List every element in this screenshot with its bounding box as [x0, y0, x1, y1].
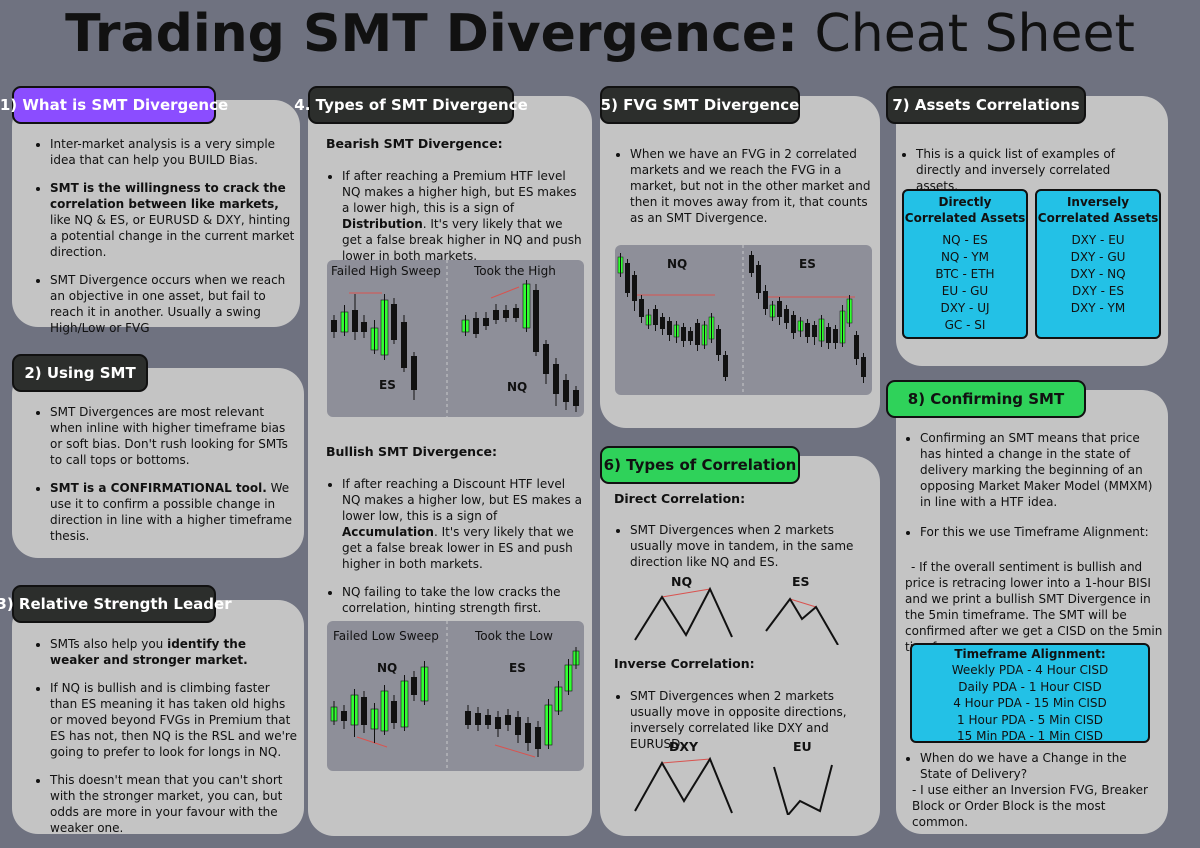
section-2-p1: SMT Divergences are most relevant when i… [50, 404, 298, 468]
direct-label-es: ES [792, 574, 810, 589]
fvg-candles [617, 251, 866, 383]
chart2-left-label: NQ [377, 661, 398, 675]
direct-correlation-text: SMT Divergences when 2 markets usually m… [614, 522, 870, 582]
bullish-chart: Failed Low Sweep Took the Low NQ ES [327, 621, 584, 771]
section-3-p2: If NQ is bullish and is climbing faster … [50, 680, 298, 760]
section-8-text: Confirming an SMT means that price has h… [904, 430, 1160, 554]
section-3-header: 3) Relative Strength Leader [0, 585, 232, 623]
inverse-correlation-diagram [634, 756, 833, 815]
section-1-text: Inter-market analysis is a very simple i… [34, 136, 296, 348]
title-light: Cheat Sheet [814, 4, 1135, 64]
inversely-correlated-box: Inversely Correlated Assets DXY - EU DXY… [1035, 189, 1161, 339]
section-8-p3: - If the overall sentiment is bullish an… [905, 560, 1163, 654]
section-3-p1: SMTs also help you identify the weaker a… [50, 636, 298, 668]
section-8-header: 8) Confirming SMT [886, 380, 1086, 418]
direct-item: NQ - ES [942, 233, 988, 247]
direct-item: EU - GU [941, 284, 989, 298]
tf-item: 15 Min PDA - 1 Min CISD [957, 729, 1103, 743]
section-2-header: 2) Using SMT [12, 354, 148, 392]
direct-item: NQ - YM [940, 250, 990, 264]
chart1-right-title: Took the High [474, 264, 556, 278]
bullish-chart-svg [330, 621, 580, 771]
inversely-correlated-title: Inversely Correlated Assets [1037, 195, 1159, 225]
section-7-header: 7) Assets Correlations [886, 86, 1086, 124]
section-6-card [600, 456, 880, 836]
timeframe-alignment-title: Timeframe Alignment: [954, 647, 1106, 661]
tf-item: 1 Hour PDA - 5 Min CISD [957, 712, 1103, 727]
fvg-chart: NQ ES [615, 245, 872, 395]
section-3-text: SMTs also help you identify the weaker a… [34, 636, 298, 848]
section-1-header: 1) What is SMT Divergence [0, 86, 228, 124]
section-8-p4: When do we have a Change in the State of… [920, 750, 1160, 782]
section-5-text: When we have an FVG in 2 correlated mark… [614, 146, 874, 238]
inverse-item: DXY - ES [1072, 284, 1124, 298]
inverse-item: DXY - GU [1070, 250, 1126, 264]
section-1-card [12, 100, 300, 327]
directly-correlated-box: Directly Correlated Assets NQ - ES NQ - … [902, 189, 1028, 339]
tf-item: Weekly PDA - 4 Hour CISD [951, 663, 1109, 677]
section-8-bottom: When do we have a Change in the State of… [904, 750, 1160, 782]
direct-item: DXY - UJ [940, 301, 990, 315]
section-6-header: 6) Types of Correlation [600, 446, 800, 484]
chart2-right-title: Took the Low [475, 629, 553, 643]
page-title: Trading SMT Divergence: Cheat Sheet [0, 2, 1200, 66]
inverse-correlation-title: Inverse Correlation: [614, 656, 755, 671]
inverse-label-eu: EU [793, 739, 812, 754]
fvg-left-label: NQ [667, 257, 688, 271]
chart1-right-label: NQ [507, 380, 528, 394]
fvg-right-label: ES [799, 257, 816, 271]
timeframe-alignment-box: Timeframe Alignment: Weekly PDA - 4 Hour… [910, 643, 1150, 743]
direct-item: BTC - ETH [935, 267, 995, 281]
bullish-title: Bullish SMT Divergence: [326, 444, 497, 459]
bullish-text: If after reaching a Discount HTF level N… [326, 476, 586, 628]
inverse-item: DXY - EU [1071, 233, 1125, 247]
bearish-chart-svg [331, 260, 579, 417]
directly-correlated-title: Directly Correlated Assets [904, 195, 1026, 225]
bearish-text: If after reaching a Premium HTF level NQ… [326, 168, 586, 276]
inverse-label-dxy: DXY [669, 739, 699, 754]
section-1-p2: SMT is the willingness to crack the corr… [50, 180, 296, 260]
bearish-candles [331, 280, 579, 412]
chart2-left-title: Failed Low Sweep [333, 629, 439, 643]
bearish-title: Bearish SMT Divergence: [326, 136, 503, 151]
chart2-right-label: ES [509, 661, 526, 675]
tf-item: Daily PDA - 1 Hour CISD [958, 679, 1102, 694]
section-1-p1: Inter-market analysis is a very simple i… [50, 136, 296, 168]
fvg-chart-svg [617, 245, 866, 395]
chart1-left-title: Failed High Sweep [331, 264, 441, 278]
section-3-p3: This doesn't mean that you can't short w… [50, 772, 298, 836]
section-8-p1: Confirming an SMT means that price has h… [920, 430, 1160, 510]
inverse-item: DXY - YM [1070, 301, 1126, 315]
tf-item: 4 Hour PDA - 15 Min CISD [953, 696, 1107, 710]
title-bold: Trading SMT Divergence: [65, 4, 798, 64]
direct-correlation-diagram [634, 586, 839, 645]
section-1-p3: SMT Divergence occurs when we reach an o… [50, 272, 296, 336]
section-3-card [12, 600, 304, 834]
section-8-p2: For this we use Timeframe Alignment: [920, 524, 1160, 540]
bullish-candles [330, 647, 580, 757]
direct-correlation-title: Direct Correlation: [614, 491, 746, 506]
chart1-left-label: ES [379, 378, 396, 392]
direct-item: GC - SI [944, 318, 986, 332]
section-8-card [896, 390, 1168, 834]
inverse-item: DXY - NQ [1070, 267, 1126, 281]
bearish-chart: Failed High Sweep Took the High ES NQ [327, 260, 584, 417]
section-2-card [12, 368, 304, 558]
direct-label-nq: NQ [671, 574, 693, 589]
section-4-header: 4. Types of SMT Divergence [294, 86, 528, 124]
section-5-header: 5) FVG SMT Divergence [600, 86, 800, 124]
inverse-correlation-text: SMT Divergences when 2 markets usually m… [614, 688, 870, 764]
section-8-p5: - I use either an Inversion FVG, Breaker… [912, 783, 1148, 829]
section-2-text: SMT Divergences are most relevant when i… [34, 404, 298, 556]
section-2-p2: SMT is a CONFIRMATIONAL tool. We use it … [50, 480, 298, 544]
bullish-p2: NQ failing to take the low cracks the co… [342, 584, 586, 616]
